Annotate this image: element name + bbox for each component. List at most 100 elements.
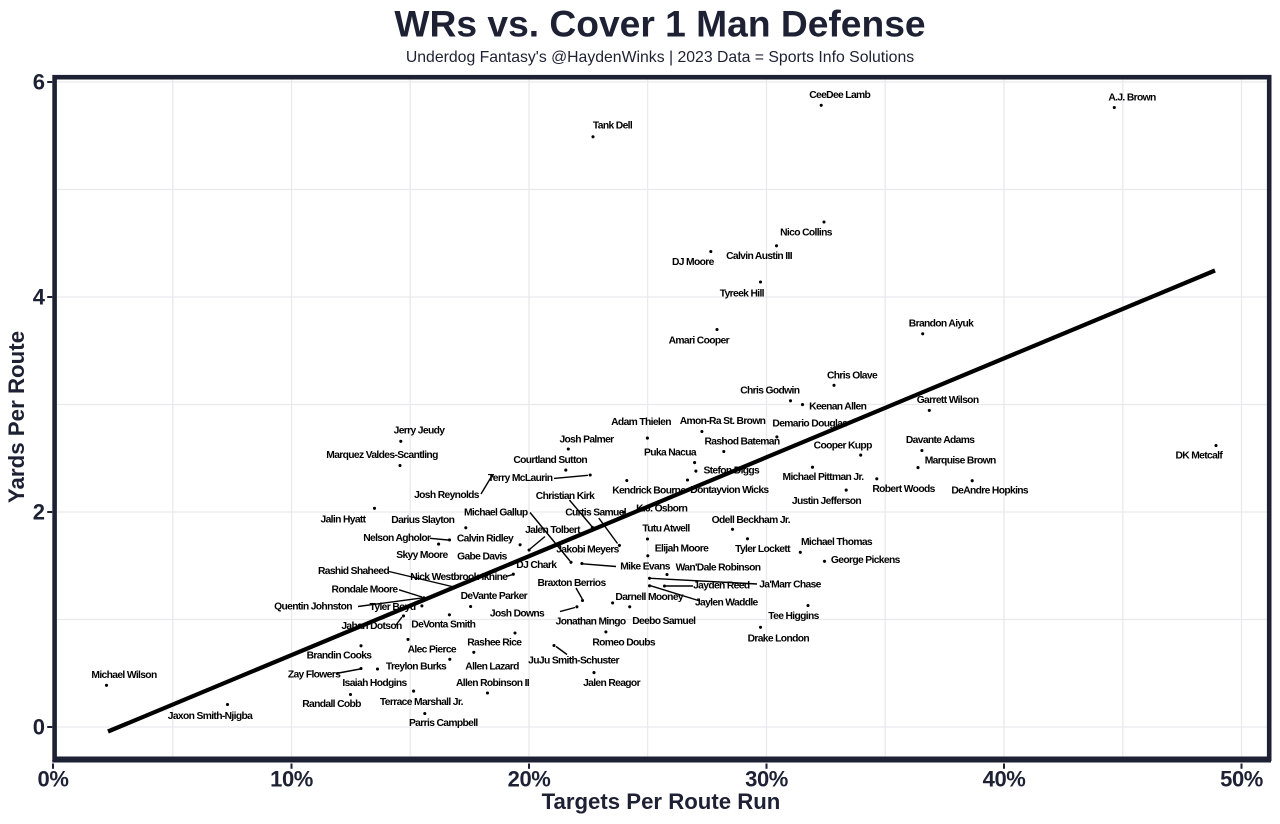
svg-text:Drake London: Drake London xyxy=(748,633,810,644)
svg-text:Michael Wilson: Michael Wilson xyxy=(91,670,157,681)
svg-text:Romeo Doubs: Romeo Doubs xyxy=(592,638,656,649)
svg-text:Parris Campbell: Parris Campbell xyxy=(409,718,478,729)
svg-text:Amon-Ra St. Brown: Amon-Ra St. Brown xyxy=(680,416,766,427)
svg-text:30%: 30% xyxy=(745,767,788,792)
svg-text:WRs vs. Cover 1 Man Defense: WRs vs. Cover 1 Man Defense xyxy=(394,3,925,45)
svg-text:Michael Thomas: Michael Thomas xyxy=(801,537,873,548)
svg-text:Deebo Samuel: Deebo Samuel xyxy=(632,616,696,627)
svg-text:Elijah Moore: Elijah Moore xyxy=(655,543,709,554)
svg-text:Darius Slayton: Darius Slayton xyxy=(391,515,454,526)
svg-text:Isaiah Hodgins: Isaiah Hodgins xyxy=(342,678,407,689)
svg-text:Tank Dell: Tank Dell xyxy=(593,121,633,132)
svg-text:Puka Nacua: Puka Nacua xyxy=(644,448,697,459)
svg-text:Marquise Brown: Marquise Brown xyxy=(925,456,996,467)
svg-text:Garrett Wilson: Garrett Wilson xyxy=(917,395,979,406)
svg-text:Rashid Shaheed: Rashid Shaheed xyxy=(318,566,389,577)
svg-text:Dontayvion Wicks: Dontayvion Wicks xyxy=(690,485,769,496)
svg-text:Wan'Dale Robinson: Wan'Dale Robinson xyxy=(676,562,761,573)
svg-text:Nico Collins: Nico Collins xyxy=(780,227,833,238)
svg-text:Jahan Dotson: Jahan Dotson xyxy=(341,621,402,632)
svg-text:Davante Adams: Davante Adams xyxy=(906,435,975,446)
svg-text:Chris Olave: Chris Olave xyxy=(827,371,878,382)
svg-text:Odell Beckham Jr.: Odell Beckham Jr. xyxy=(712,515,791,526)
svg-text:Zay Flowers: Zay Flowers xyxy=(288,670,341,681)
svg-text:Chris Godwin: Chris Godwin xyxy=(740,385,799,396)
svg-text:Josh Reynolds: Josh Reynolds xyxy=(414,490,480,501)
svg-text:40%: 40% xyxy=(983,767,1026,792)
svg-text:Jalen Tolbert: Jalen Tolbert xyxy=(525,525,581,536)
svg-text:George Pickens: George Pickens xyxy=(831,555,901,566)
svg-text:Demario Douglas: Demario Douglas xyxy=(772,419,848,430)
svg-text:Allen Robinson II: Allen Robinson II xyxy=(456,678,530,689)
svg-text:Josh Palmer: Josh Palmer xyxy=(559,434,614,445)
svg-text:Ja'Marr Chase: Ja'Marr Chase xyxy=(759,580,821,591)
svg-text:0: 0 xyxy=(33,715,45,740)
svg-text:Yards Per Route: Yards Per Route xyxy=(4,331,29,503)
svg-text:Allen Lazard: Allen Lazard xyxy=(465,662,519,673)
svg-text:Jaylen Waddle: Jaylen Waddle xyxy=(695,598,759,609)
svg-text:Michael Pittman Jr.: Michael Pittman Jr. xyxy=(783,472,865,483)
svg-text:Terrace Marshall Jr.: Terrace Marshall Jr. xyxy=(380,697,464,708)
svg-text:Terry McLaurin: Terry McLaurin xyxy=(488,473,553,484)
svg-text:Quentin Johnston: Quentin Johnston xyxy=(274,602,352,613)
svg-text:Randall Cobb: Randall Cobb xyxy=(302,699,361,710)
svg-text:Tutu Atwell: Tutu Atwell xyxy=(642,524,690,535)
svg-text:Courtland Sutton: Courtland Sutton xyxy=(513,455,587,466)
svg-text:Jalin Hyatt: Jalin Hyatt xyxy=(321,515,367,526)
svg-text:Gabe Davis: Gabe Davis xyxy=(457,551,508,562)
svg-text:JuJu Smith-Schuster: JuJu Smith-Schuster xyxy=(528,656,619,667)
svg-text:Braxton Berrios: Braxton Berrios xyxy=(537,578,606,589)
svg-text:Brandon Aiyuk: Brandon Aiyuk xyxy=(909,319,974,330)
svg-text:Rondale Moore: Rondale Moore xyxy=(332,584,399,595)
svg-text:Nick Westbrook-Ikhine: Nick Westbrook-Ikhine xyxy=(410,572,508,583)
svg-text:Treylon Burks: Treylon Burks xyxy=(386,662,447,673)
svg-text:DeVante Parker: DeVante Parker xyxy=(461,591,528,602)
svg-text:Jaxon Smith-Njigba: Jaxon Smith-Njigba xyxy=(168,711,253,722)
svg-text:2: 2 xyxy=(33,500,45,525)
svg-text:Justin Jefferson: Justin Jefferson xyxy=(792,496,861,507)
svg-text:DJ Chark: DJ Chark xyxy=(516,560,557,571)
svg-text:Adam Thielen: Adam Thielen xyxy=(611,417,671,428)
svg-text:Jonathan Mingo: Jonathan Mingo xyxy=(556,617,626,628)
svg-text:K.J. Osborn: K.J. Osborn xyxy=(636,503,688,514)
svg-text:Jakobi Meyers: Jakobi Meyers xyxy=(556,545,619,556)
svg-text:20%: 20% xyxy=(508,767,551,792)
svg-text:Targets Per Route Run: Targets Per Route Run xyxy=(542,789,781,814)
svg-text:0%: 0% xyxy=(38,767,69,792)
svg-text:DeVonta Smith: DeVonta Smith xyxy=(411,620,475,631)
svg-text:Amari Cooper: Amari Cooper xyxy=(669,335,730,346)
svg-text:Josh Downs: Josh Downs xyxy=(490,609,545,620)
svg-text:Kendrick Bourne: Kendrick Bourne xyxy=(612,486,686,497)
svg-text:DJ Moore: DJ Moore xyxy=(672,257,715,268)
svg-text:Mike Evans: Mike Evans xyxy=(620,562,671,573)
svg-text:Skyy Moore: Skyy Moore xyxy=(396,550,448,561)
svg-text:Jerry Jeudy: Jerry Jeudy xyxy=(394,426,446,437)
svg-text:Tyreek Hill: Tyreek Hill xyxy=(720,288,765,299)
svg-text:6: 6 xyxy=(33,70,45,95)
svg-text:A.J. Brown: A.J. Brown xyxy=(1108,93,1156,104)
svg-text:Tee Higgins: Tee Higgins xyxy=(768,611,819,622)
svg-text:Michael Gallup: Michael Gallup xyxy=(464,508,528,519)
svg-text:Cooper Kupp: Cooper Kupp xyxy=(814,440,872,451)
svg-text:Tyler Lockett: Tyler Lockett xyxy=(735,544,791,555)
svg-text:Robert Woods: Robert Woods xyxy=(872,484,935,495)
svg-text:Jalen Reagor: Jalen Reagor xyxy=(583,678,641,689)
svg-text:Curtis Samuel: Curtis Samuel xyxy=(565,508,627,519)
svg-text:Christian Kirk: Christian Kirk xyxy=(536,491,595,502)
svg-text:Calvin Austin III: Calvin Austin III xyxy=(726,251,793,262)
svg-text:DeAndre Hopkins: DeAndre Hopkins xyxy=(951,486,1029,497)
svg-text:Rashee Rice: Rashee Rice xyxy=(467,638,522,649)
svg-text:Rashod Bateman: Rashod Bateman xyxy=(704,437,779,448)
svg-text:4: 4 xyxy=(33,285,46,310)
svg-text:DK Metcalf: DK Metcalf xyxy=(1175,450,1223,461)
svg-text:Nelson Agholor: Nelson Agholor xyxy=(363,533,431,544)
svg-text:Marquez Valdes-Scantling: Marquez Valdes-Scantling xyxy=(326,450,438,461)
svg-text:Calvin Ridley: Calvin Ridley xyxy=(457,533,514,544)
svg-text:Brandin Cooks: Brandin Cooks xyxy=(307,650,373,661)
svg-text:Jayden Reed: Jayden Reed xyxy=(693,581,750,592)
svg-text:Keenan Allen: Keenan Allen xyxy=(809,401,866,412)
svg-text:Underdog Fantasy's @HaydenWink: Underdog Fantasy's @HaydenWinks | 2023 D… xyxy=(406,49,914,66)
svg-text:10%: 10% xyxy=(270,767,313,792)
svg-text:Tyler Boyd: Tyler Boyd xyxy=(370,602,416,613)
svg-text:Alec Pierce: Alec Pierce xyxy=(408,644,457,655)
